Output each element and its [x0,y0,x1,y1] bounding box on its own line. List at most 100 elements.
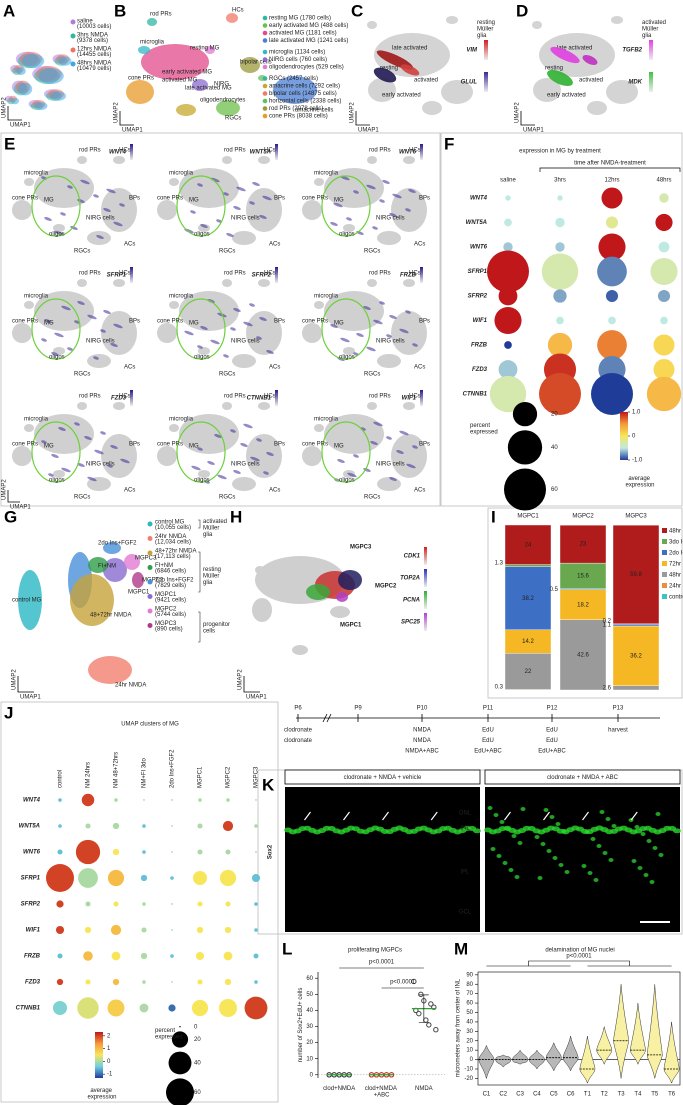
cluster-label: MG [334,444,344,450]
cluster-blob [533,78,561,102]
timeline-treatment: EdU [482,738,494,744]
cluster-blob [93,194,99,198]
arrow [343,811,350,821]
legend-swatch [262,30,268,36]
timeline-treatment: NMDA+ABC [405,749,439,755]
cluster-blob [493,813,499,817]
cluster-blob [249,303,255,307]
condition-box [484,769,681,785]
x-tick-label: NMDA [415,1086,433,1092]
cluster-blob [216,100,240,116]
cluster-blob [593,878,599,882]
size-legend-label: 40 [194,1061,201,1067]
cluster-blob [205,46,215,54]
x-tick-label: C5 [550,1092,558,1098]
cluster-blob [266,350,274,354]
dot [197,823,203,829]
cluster-label: HCs [119,394,131,400]
cluster-label: BPs [129,319,140,325]
row-label: FRZB [471,343,488,349]
panel-title: activated Müller glia [642,20,668,39]
cluster-label: oligos [194,355,210,361]
panel-title: resting Müller glia [477,20,497,39]
umap-axis [520,111,535,126]
cluster-label: oligos [49,232,65,238]
timeline-break [322,713,332,723]
cluster-label: NIRG cells [86,216,115,222]
y-tick-label: 90 [466,972,473,978]
cluster-blob [353,454,359,458]
point [431,1004,437,1010]
cluster-label: MGPC1 [128,590,150,596]
size-legend-dot [507,430,543,465]
umap-axis-label: UMAP1 [122,128,143,134]
value-label: 38.2 [522,596,534,602]
value-label: 0.2 [603,619,612,625]
cluster-blob [70,226,78,230]
cluster-blob [223,192,229,196]
cluster-blob [197,183,203,187]
dot [112,848,120,856]
cluster-blob [340,175,350,181]
cluster-blob [24,178,34,186]
mg-outline [31,421,81,483]
cluster-blob [346,217,352,221]
cluster-blob [373,421,383,427]
dot [143,799,145,801]
gene-label: VIM [466,48,478,54]
chart-title: proliferating MGPCs [348,948,402,954]
umap-axis [7,106,22,121]
cluster-label: microglia [169,294,194,300]
cluster-label: ACs [269,242,280,248]
bar-segment [612,623,660,627]
plot-frame [477,971,681,1086]
cluster-blob [540,842,546,846]
cluster-blob [412,343,418,347]
cluster-blob [631,859,637,863]
cluster-label: BPs [129,196,140,202]
dot [555,242,565,252]
row-label: WNT6 [470,245,488,251]
dot [196,926,204,934]
cluster-blob [113,323,123,329]
arrow [304,811,311,821]
dot [107,999,125,1017]
column-label: MGPC2 [226,766,232,788]
cluster-blob [634,825,640,829]
cluster-blob [252,182,260,186]
cluster-blob [51,454,59,458]
arrow [382,811,389,821]
dot [56,900,64,908]
cluster-blob [61,467,71,473]
cluster-blob [217,474,227,480]
value-label: 42.6 [577,652,589,658]
y-tick-label: 80 [466,982,473,988]
timeline-treatment: NMDA [413,728,431,734]
cluster-label: ACs [414,242,425,248]
sd-bar [418,994,429,1023]
dot [223,951,233,961]
dot [142,850,146,854]
legend-swatch [262,113,268,119]
dot [171,825,173,827]
cluster-blob [169,424,179,432]
legend-label: MGPC2 [155,607,177,613]
cluster-blob [226,13,238,23]
cluster-label: resting MG [190,46,220,52]
dot [650,257,678,286]
cluster-label: cone PRs [302,196,328,202]
cluster-blob [340,337,350,343]
color-legend-title: average expression [625,476,654,489]
cluster-blob [50,91,66,101]
dot [659,193,669,203]
cluster-blob [101,311,137,355]
cluster-blob [292,645,308,655]
size-legend-dot [504,468,546,511]
legend-label: MGPC3 [155,621,177,627]
y-tick-label: 50 [466,1010,473,1016]
cluster-blob [216,219,222,223]
size-legend-dot [179,1026,181,1028]
cluster-blob [373,67,397,83]
value-label: 0.5 [550,587,559,593]
